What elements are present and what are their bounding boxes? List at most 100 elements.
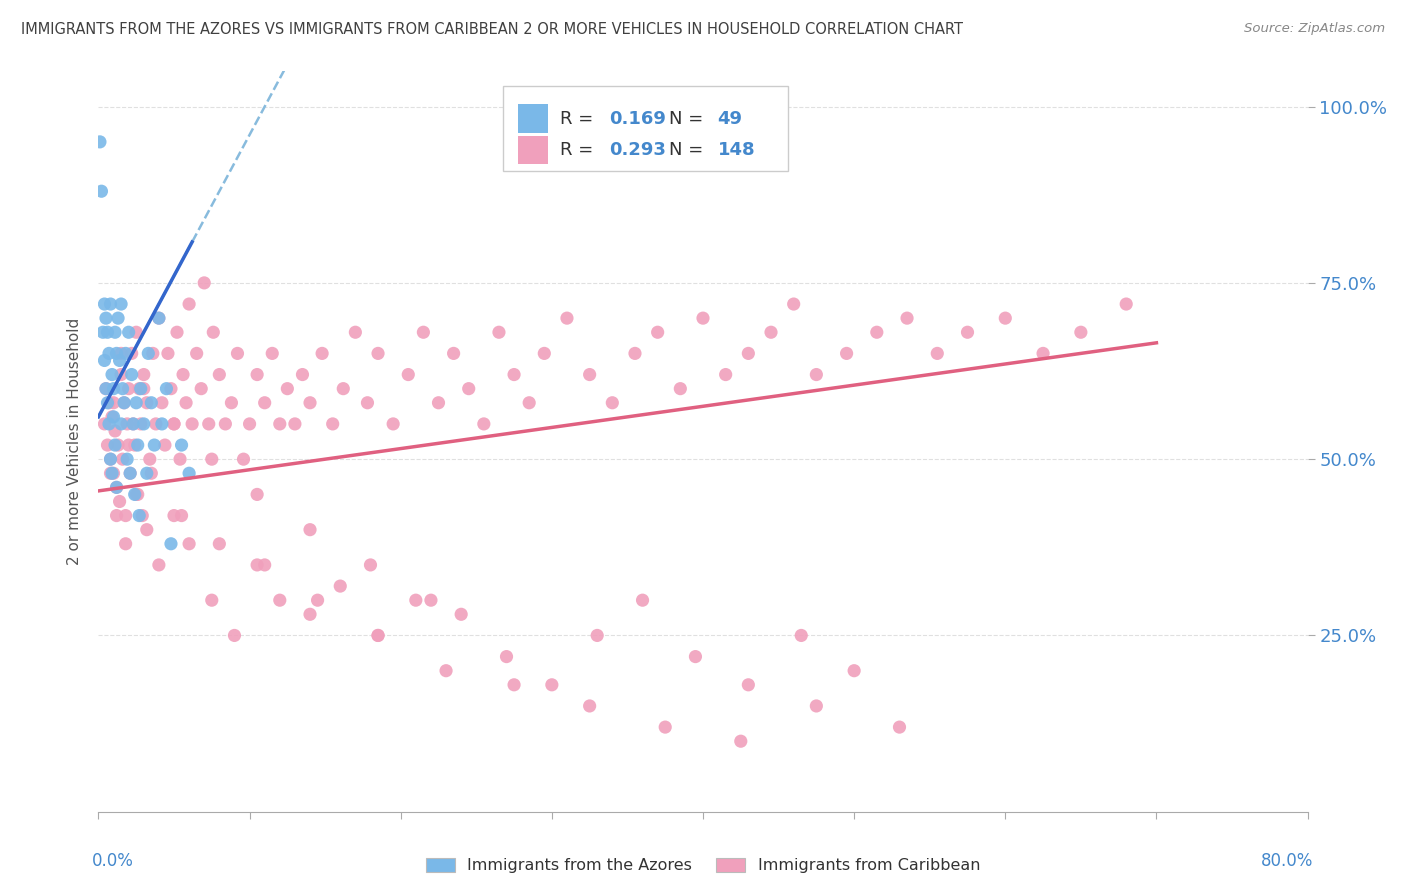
Text: 0.0%: 0.0% <box>93 853 134 871</box>
Point <box>201 452 224 467</box>
Point <box>98 396 121 410</box>
Point <box>208 537 231 551</box>
Point <box>806 368 828 382</box>
Point <box>578 368 600 382</box>
Point <box>181 417 204 431</box>
Text: 148: 148 <box>717 141 755 159</box>
Point <box>201 593 224 607</box>
Point <box>96 396 118 410</box>
Point <box>174 396 197 410</box>
Point <box>101 467 124 481</box>
Point <box>224 628 246 642</box>
Point <box>179 297 201 311</box>
Point <box>169 452 191 467</box>
Point <box>111 452 134 467</box>
Point <box>90 184 112 198</box>
Point <box>434 664 457 678</box>
Point <box>262 346 284 360</box>
Point <box>135 467 157 481</box>
Point <box>110 346 132 360</box>
Point <box>253 396 276 410</box>
Point <box>145 417 167 431</box>
Point <box>669 382 692 396</box>
Point <box>994 311 1017 326</box>
Text: Source: ZipAtlas.com: Source: ZipAtlas.com <box>1244 22 1385 36</box>
Point <box>94 382 117 396</box>
Point <box>93 297 115 311</box>
Point <box>93 417 115 431</box>
Point <box>125 487 148 501</box>
Point <box>866 325 889 339</box>
Point <box>624 346 647 360</box>
Point <box>427 396 450 410</box>
Point <box>107 311 129 326</box>
Point <box>443 346 465 360</box>
Point <box>533 346 555 360</box>
Point <box>896 311 918 326</box>
Point <box>114 346 136 360</box>
Point <box>322 417 344 431</box>
Point <box>132 417 155 431</box>
Point <box>132 368 155 382</box>
Point <box>412 325 434 339</box>
Point <box>737 678 759 692</box>
Point <box>329 579 352 593</box>
Point <box>93 353 115 368</box>
Point <box>420 593 443 607</box>
Point <box>835 346 858 360</box>
Point <box>382 417 405 431</box>
Point <box>127 487 149 501</box>
Point <box>104 438 127 452</box>
Point <box>148 311 170 326</box>
Point <box>103 467 125 481</box>
Point <box>103 396 125 410</box>
Point <box>269 593 291 607</box>
Point <box>889 720 911 734</box>
Point <box>125 396 148 410</box>
Point <box>148 311 170 326</box>
Point <box>100 297 122 311</box>
Point <box>114 537 136 551</box>
Point <box>737 346 759 360</box>
Text: 49: 49 <box>717 110 742 128</box>
FancyBboxPatch shape <box>517 136 548 164</box>
Point <box>105 480 128 494</box>
Point <box>172 368 194 382</box>
Point <box>141 467 163 481</box>
Point <box>115 452 138 467</box>
Point <box>631 593 654 607</box>
Point <box>156 346 179 360</box>
Point <box>495 649 517 664</box>
Point <box>108 353 131 368</box>
Text: R =: R = <box>561 141 599 159</box>
Point <box>503 368 526 382</box>
Point <box>118 325 141 339</box>
Point <box>104 424 127 438</box>
Point <box>98 346 121 360</box>
Point <box>730 734 752 748</box>
Point <box>202 325 225 339</box>
Point <box>124 438 146 452</box>
Point <box>540 678 562 692</box>
Point <box>472 417 495 431</box>
Point <box>163 417 186 431</box>
Point <box>367 346 389 360</box>
Point <box>153 438 176 452</box>
Point <box>142 346 165 360</box>
Point <box>129 382 152 396</box>
Point <box>96 325 118 339</box>
Point <box>135 396 157 410</box>
Point <box>105 346 128 360</box>
Point <box>135 523 157 537</box>
Point <box>163 508 186 523</box>
Point <box>141 396 163 410</box>
Point <box>118 382 141 396</box>
Point <box>450 607 472 622</box>
Point <box>844 664 866 678</box>
Point <box>110 297 132 311</box>
Point <box>405 593 427 607</box>
Point <box>457 382 479 396</box>
Point <box>276 382 298 396</box>
Point <box>179 467 201 481</box>
Point <box>112 396 135 410</box>
